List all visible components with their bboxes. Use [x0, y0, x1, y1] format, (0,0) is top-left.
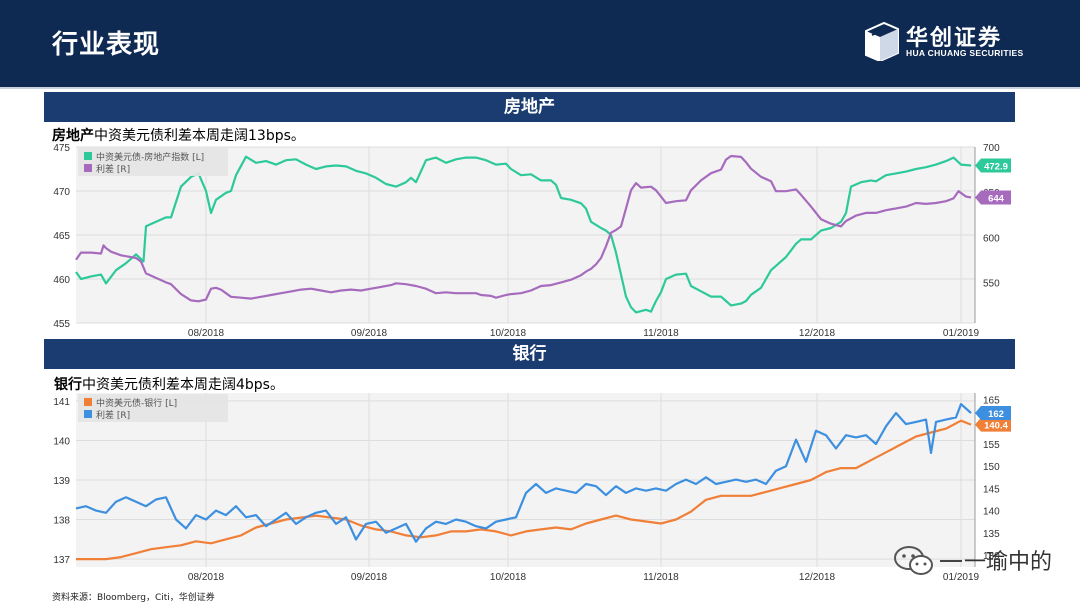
watermark-dash	[940, 560, 962, 562]
header-divider	[0, 87, 1080, 89]
y-left-tick-label: 141	[53, 397, 70, 408]
subtitle-bold: 银行	[54, 377, 82, 393]
y-right-tick-label: 550	[983, 278, 1000, 289]
last-value-tag-text: 162	[988, 409, 1004, 420]
y-left-tick-label: 140	[53, 436, 70, 447]
logo-text-cn: 华创证券	[906, 26, 1003, 51]
legend-bg	[78, 394, 228, 422]
series-line-1	[75, 155, 972, 314]
y-right-tick-label: 165	[983, 396, 1000, 407]
x-tick-label: 12/2018	[799, 572, 836, 583]
legend: 中资美元债-银行 [L]利差 [R]	[78, 394, 228, 422]
y-right-tick-label: 130	[983, 551, 1000, 562]
y-left-tick-label: 460	[53, 275, 70, 286]
x-tick-label: 12/2018	[799, 328, 836, 339]
legend-swatch	[84, 398, 92, 406]
series-line-1	[76, 419, 972, 561]
last-value-tag-text: 644	[988, 194, 1005, 205]
y-right-tick-label: 150	[983, 462, 1000, 473]
bank-chart: 1411401391381371651601551501451401351300…	[53, 393, 1011, 583]
y-left-tick-label: 139	[53, 476, 70, 487]
y-left-tick-label: 470	[53, 187, 70, 198]
source-note: 资料来源：Bloomberg，Citi，华创证券	[52, 593, 215, 603]
subtitle-text: 中资美元债利差本周走阔4bps。	[82, 377, 284, 393]
y-right-tick-label: 700	[983, 143, 1000, 154]
last-value-tag-1: 472.9	[975, 158, 1011, 173]
last-value-tag-bg	[975, 158, 1011, 173]
legend-swatch	[84, 410, 92, 418]
x-tick-label: 10/2018	[490, 328, 527, 339]
legend-bg	[78, 148, 228, 176]
page-title: 行业表现	[52, 30, 161, 60]
x-tick-label: 11/2018	[643, 572, 679, 583]
y-right-tick-label: 145	[983, 484, 1000, 495]
legend-swatch	[84, 164, 92, 172]
last-value-tag-2: 162	[975, 405, 1011, 420]
section-title-bank: 银行	[44, 339, 1015, 369]
x-tick-label: 09/2018	[351, 572, 388, 583]
logo-text-en: HUA CHUANG SECURITIES	[906, 48, 1024, 58]
legend-label: 利差 [R]	[96, 409, 130, 421]
legend-label: 利差 [R]	[96, 163, 130, 175]
real-estate-chart: 47547046546045570065060055008/201809/201…	[53, 143, 1011, 339]
watermark-text: 一瑜中的	[964, 550, 1053, 575]
series-line-2	[75, 403, 972, 543]
y-right-tick-label: 600	[983, 233, 1000, 244]
last-value-tag-bg	[975, 190, 1011, 205]
y-left-tick-label: 475	[53, 143, 70, 154]
x-tick-label: 11/2018	[643, 328, 679, 339]
last-value-tag-text: 140.4	[984, 421, 1008, 432]
last-value-tag-2: 644	[975, 190, 1011, 205]
series-line-2	[75, 154, 972, 303]
legend-swatch	[84, 152, 92, 160]
x-tick-label: 08/2018	[188, 328, 225, 339]
section-title-real-estate: 房地产	[44, 92, 1015, 122]
y-right-tick-label: 135	[983, 529, 1000, 540]
y-right-tick-label: 140	[983, 507, 1000, 518]
subtitle-text: 中资美元债利差本周走阔13bps。	[94, 128, 305, 144]
x-tick-label: 01/2019	[943, 328, 980, 339]
last-value-tag-1: 140.4	[975, 417, 1011, 432]
huachuang-cube-logo-icon	[865, 21, 899, 61]
x-tick-label: 08/2018	[188, 572, 225, 583]
section-subtitle-bank: 银行中资美元债利差本周走阔4bps。	[54, 374, 284, 394]
last-value-tag-text: 472.9	[984, 161, 1008, 172]
wechat-icon	[894, 546, 933, 575]
x-tick-label: 10/2018	[490, 572, 527, 583]
company-logo: 华创证券 HUA CHUANG SECURITIES	[862, 20, 1024, 64]
legend-label: 中资美元债-银行 [L]	[96, 397, 177, 409]
subtitle-bold: 房地产	[52, 128, 94, 144]
y-left-tick-label: 137	[53, 555, 70, 566]
x-tick-label: 01/2019	[943, 572, 980, 583]
y-left-tick-label: 455	[53, 319, 70, 330]
header-bar	[0, 0, 1080, 87]
section-subtitle-real-estate: 房地产中资美元债利差本周走阔13bps。	[52, 125, 305, 145]
legend-label: 中资美元债-房地产指数 [L]	[96, 151, 204, 163]
watermark: 一瑜中的	[892, 540, 1052, 580]
last-value-tag-bg	[975, 405, 1011, 420]
legend: 中资美元债-房地产指数 [L]利差 [R]	[78, 148, 228, 176]
x-tick-label: 09/2018	[351, 328, 388, 339]
last-value-tag-bg	[975, 417, 1011, 432]
y-left-tick-label: 138	[53, 516, 70, 527]
y-right-tick-label: 155	[983, 440, 1000, 451]
y-left-tick-label: 465	[53, 231, 70, 242]
